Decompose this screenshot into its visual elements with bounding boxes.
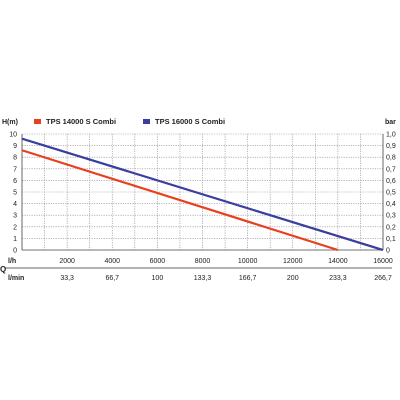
y-left-tick-2: 2	[13, 224, 17, 231]
x-secondary-tick-2: 100	[152, 275, 164, 282]
x-tick-4000: 4000	[104, 258, 120, 265]
x-tick-16000: 16000	[373, 258, 393, 265]
y-right-tick-9: 0,9	[386, 143, 396, 150]
x-secondary-tick-3: 133,3	[194, 275, 212, 282]
y-left-tick-7: 7	[13, 166, 17, 173]
x-tick-6000: 6000	[150, 258, 166, 265]
x-tick-14000: 14000	[328, 258, 348, 265]
y-left-tick-labels: 0 1 2 3 4 5 6 7 8 9 10	[9, 132, 17, 255]
y-right-tick-10: 1,0	[386, 132, 396, 139]
y-left-tick-0: 0	[13, 248, 17, 255]
x-primary-unit: l/h	[8, 258, 16, 265]
y-left-tick-3: 3	[13, 213, 17, 220]
series-line-1	[21, 137, 384, 252]
y-right-tick-3: 0,3	[386, 213, 396, 220]
legend-swatch-tps-14000	[34, 119, 41, 124]
y-right-tick-8: 0,8	[386, 155, 396, 162]
x-tick-2000: 2000	[59, 258, 75, 265]
x-tick-10000: 10000	[238, 258, 258, 265]
y-right-tick-1: 0,1	[386, 236, 396, 243]
y-left-tick-5: 5	[13, 190, 17, 197]
y-right-tick-labels: 0 0,1 0,2 0,3 0,4 0,5 0,6 0,7 0,8 0,9 1,0	[386, 132, 396, 255]
legend-label-tps-14000: TPS 14000 S Combi	[46, 117, 116, 126]
y-left-unit: H(m)	[2, 119, 18, 126]
legend-swatch-tps-16000	[143, 119, 150, 124]
y-right-tick-2: 0,2	[386, 224, 396, 231]
y-right-tick-5: 0,5	[386, 190, 396, 197]
x-tick-12000: 12000	[283, 258, 303, 265]
y-right-tick-6: 0,6	[386, 178, 396, 185]
x-secondary-tick-6: 233,3	[329, 275, 347, 282]
x-secondary-unit: l/min	[8, 275, 24, 282]
series-line-0	[21, 149, 339, 252]
y-left-tick-9: 9	[13, 143, 17, 150]
y-left-tick-4: 4	[13, 201, 17, 208]
y-left-tick-8: 8	[13, 155, 17, 162]
y-left-tick-10: 10	[9, 132, 17, 139]
series-lines	[21, 137, 384, 252]
x-tick-labels: 2000 33,3 4000 66,7 6000 100 8000 133,3 10000 166…	[59, 258, 393, 282]
y-right-unit: bar	[385, 119, 396, 126]
x-axis-symbol: Q	[0, 265, 6, 274]
y-right-tick-7: 0,7	[386, 166, 396, 173]
x-secondary-tick-0: 33,3	[60, 275, 74, 282]
y-left-tick-6: 6	[13, 178, 17, 185]
y-left-tick-1: 1	[13, 236, 17, 243]
x-secondary-tick-5: 200	[287, 275, 299, 282]
x-tick-8000: 8000	[195, 258, 211, 265]
x-secondary-tick-1: 66,7	[105, 275, 119, 282]
x-secondary-tick-4: 166,7	[239, 275, 257, 282]
y-right-tick-0: 0	[386, 248, 390, 255]
legend-label-tps-16000: TPS 16000 S Combi	[155, 117, 225, 126]
axes	[5, 134, 392, 269]
x-secondary-tick-7: 266,7	[374, 275, 392, 282]
y-right-tick-4: 0,4	[386, 201, 396, 208]
legend: TPS 14000 S Combi TPS 16000 S Combi	[34, 117, 225, 126]
